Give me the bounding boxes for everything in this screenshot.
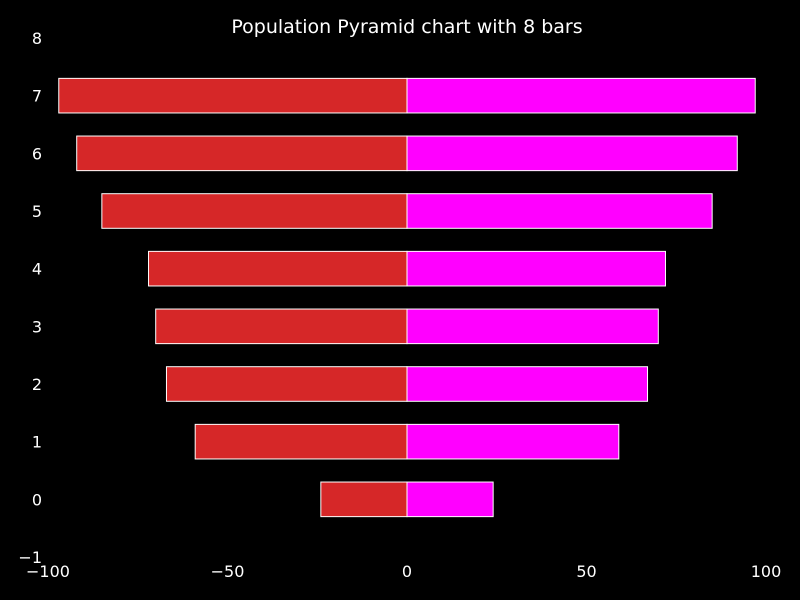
y-tick-label: 6: [32, 144, 42, 163]
bar-left-2: [165, 366, 408, 402]
bar-right-1: [406, 423, 620, 460]
bar-left-1: [194, 423, 408, 460]
bars-layer: [58, 77, 756, 518]
bar-left-7: [58, 77, 408, 114]
x-axis-tick-labels: −100 −50 0 50 100: [26, 562, 781, 581]
y-tick-label: 4: [32, 260, 42, 279]
y-tick-label: −1: [18, 548, 42, 567]
bar-left-5: [101, 193, 408, 229]
bar-left-4: [148, 250, 408, 287]
bar-left-0: [320, 481, 408, 518]
bar-right-6: [406, 135, 738, 172]
y-tick-label: 7: [32, 87, 42, 106]
x-tick-label: −100: [26, 562, 70, 581]
bar-right-5: [406, 193, 713, 229]
y-tick-label: 5: [32, 202, 42, 221]
y-tick-label: 2: [32, 375, 42, 394]
x-tick-label: −50: [211, 562, 245, 581]
bar-left-3: [155, 308, 408, 345]
bar-left-6: [76, 135, 408, 172]
x-tick-label: 100: [751, 562, 782, 581]
y-tick-label: 3: [32, 317, 42, 336]
y-tick-label: 0: [32, 490, 42, 509]
chart-title: Population Pyramid chart with 8 bars: [231, 16, 582, 38]
y-axis-tick-labels: −1 0 1 2 3 4 5 6 7 8: [18, 29, 42, 567]
bar-right-7: [406, 77, 756, 114]
y-tick-label: 1: [32, 433, 42, 452]
bar-right-2: [406, 366, 649, 402]
bar-right-4: [406, 250, 666, 287]
bar-right-3: [406, 308, 659, 345]
bar-right-0: [406, 481, 494, 518]
x-tick-label: 0: [402, 562, 412, 581]
x-tick-label: 50: [576, 562, 596, 581]
y-tick-label: 8: [32, 29, 42, 48]
